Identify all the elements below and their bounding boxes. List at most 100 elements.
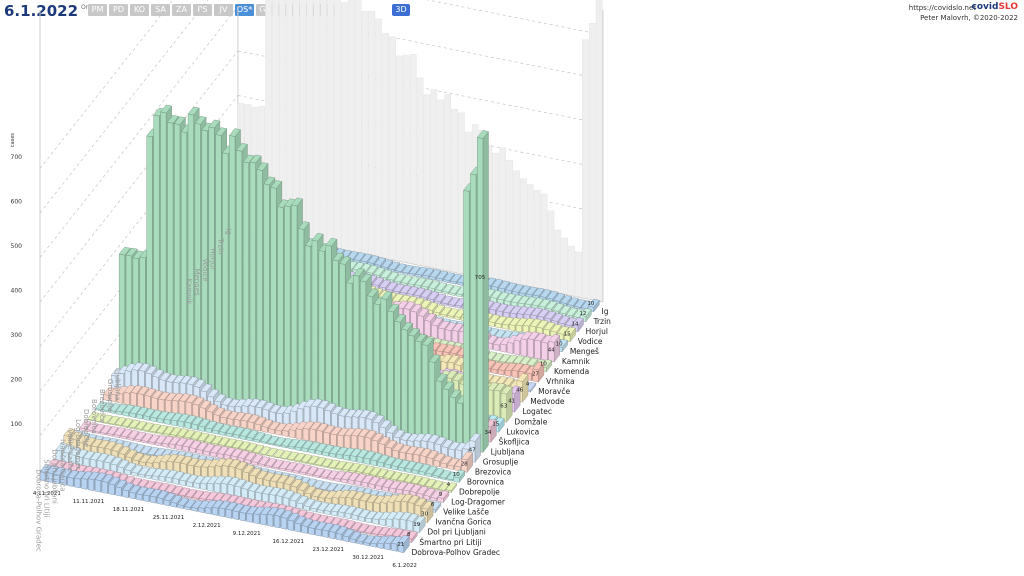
ghost-bar xyxy=(526,184,534,288)
bar-front xyxy=(395,270,402,274)
bar-front xyxy=(302,427,309,441)
ghost-bar xyxy=(389,36,396,260)
y-tick-label: 200 xyxy=(11,376,23,383)
bar-front xyxy=(393,518,400,529)
bar-front xyxy=(428,361,435,443)
bar-front xyxy=(332,259,339,424)
bar-front xyxy=(90,458,97,469)
bar-front xyxy=(343,454,350,461)
bar-front xyxy=(214,482,221,493)
bar-ljubljana xyxy=(476,130,489,453)
bar-front xyxy=(346,282,353,427)
bar-ig xyxy=(415,266,428,278)
bar-front xyxy=(179,479,186,487)
ghost-bar xyxy=(409,54,417,264)
ghost-bar xyxy=(540,193,548,290)
mode-3d-button[interactable]: 3D xyxy=(392,4,410,16)
author-credit: Peter Malovrh, ©2020-2022 xyxy=(920,14,1018,22)
region-button-jv[interactable]: JV xyxy=(214,4,233,16)
bar-front xyxy=(172,399,179,415)
ghost-bar xyxy=(327,0,334,248)
bar-front xyxy=(388,268,395,273)
bar-front xyxy=(331,510,338,517)
bar-front xyxy=(413,453,420,463)
bar-front xyxy=(449,292,456,296)
bar-front xyxy=(200,482,207,491)
ghost-bar xyxy=(444,94,451,271)
ghost-bar xyxy=(437,99,445,270)
bar-front xyxy=(493,343,500,352)
bar-front xyxy=(500,343,507,353)
bar-kamnik xyxy=(548,334,561,363)
bar-front xyxy=(248,490,255,500)
bar-front xyxy=(463,190,470,450)
bar-front xyxy=(344,512,351,520)
ghost-bar xyxy=(306,0,314,243)
bar-front xyxy=(504,369,511,377)
bar-front xyxy=(433,459,440,468)
bar-front xyxy=(191,423,198,431)
bar-front xyxy=(448,304,455,308)
bar-horjul xyxy=(434,293,447,305)
ghost-bar xyxy=(499,147,507,282)
bar-front xyxy=(330,433,337,447)
region-button-ko[interactable]: KO xyxy=(130,4,149,16)
bar-front xyxy=(118,253,125,381)
bar-front xyxy=(325,497,332,504)
ghost-bar xyxy=(313,0,321,245)
ghost-bar xyxy=(561,237,568,294)
bar-front xyxy=(222,152,229,402)
bar-front xyxy=(123,392,130,406)
bar-front xyxy=(261,426,268,433)
region-button-pd[interactable]: PD xyxy=(109,4,128,16)
bar-horjul xyxy=(441,295,453,307)
bar-front xyxy=(234,485,241,498)
bar-front xyxy=(456,293,463,298)
bar-front xyxy=(440,462,447,469)
bar-front xyxy=(386,518,393,528)
bar-front xyxy=(309,428,316,443)
bar-front xyxy=(511,369,518,379)
ghost-bar xyxy=(402,54,410,263)
bar-front xyxy=(377,461,384,468)
bar-front xyxy=(422,344,429,442)
ghost-bar xyxy=(368,11,376,256)
y-tick-label: 700 xyxy=(11,154,23,161)
region-button-sa[interactable]: SA xyxy=(151,4,170,16)
ghost-bar xyxy=(382,32,389,259)
region-button-pm[interactable]: PM xyxy=(88,4,107,16)
bar-front xyxy=(406,452,413,462)
ghost-bar xyxy=(595,0,603,301)
bar-front xyxy=(220,416,227,425)
bar-front xyxy=(470,173,477,452)
bar-front xyxy=(436,277,443,282)
ghost-bar xyxy=(588,23,596,300)
bar-front xyxy=(187,113,194,395)
bar-front xyxy=(574,306,581,310)
bar-front xyxy=(443,279,450,284)
bar-front xyxy=(408,334,415,439)
bar-front xyxy=(450,280,457,285)
site-url[interactable]: https://covidslo.net xyxy=(908,4,976,12)
region-button-za[interactable]: ZA xyxy=(172,4,191,16)
bar-front xyxy=(316,430,323,444)
bar-front xyxy=(177,420,184,428)
bar-front xyxy=(153,461,160,470)
ghost-bar xyxy=(492,152,500,281)
bar-front xyxy=(515,324,522,333)
ghost-bar xyxy=(361,11,369,254)
bars xyxy=(39,104,600,554)
bar-front xyxy=(332,497,339,505)
bar-front xyxy=(507,342,514,354)
bar-front xyxy=(419,455,426,465)
bar-front xyxy=(174,123,181,392)
bar-front xyxy=(503,311,510,319)
bar-front xyxy=(379,518,386,526)
bar-front xyxy=(167,122,174,391)
bar-front xyxy=(394,320,401,437)
bar-front xyxy=(502,323,509,330)
ghost-bar xyxy=(396,55,403,261)
bar-front xyxy=(175,444,182,451)
bar-front xyxy=(146,135,153,387)
ghost-bar xyxy=(554,229,562,293)
